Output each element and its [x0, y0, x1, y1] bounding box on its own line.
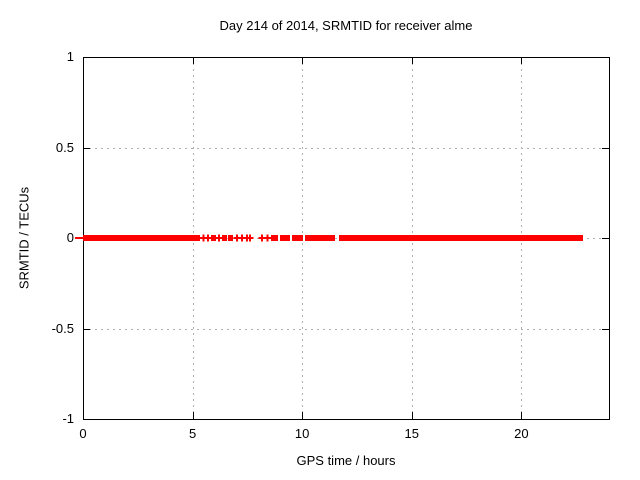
data-segment [221, 235, 227, 241]
data-segment [210, 235, 217, 241]
data-point-overflow [75, 237, 84, 239]
data-point-plus [249, 234, 252, 242]
x-tick-label: 15 [404, 426, 419, 441]
y-tick-label: -1 [62, 411, 74, 426]
data-segment [338, 235, 583, 241]
x-tick-label: 0 [79, 426, 87, 441]
chart-title: Day 214 of 2014, SRMTID for receiver alm… [219, 18, 473, 33]
data-point-plus [202, 234, 205, 242]
data-segment [228, 235, 233, 241]
y-tick-label: 0 [66, 230, 74, 245]
data-segment [292, 235, 304, 241]
data-segment [305, 235, 336, 241]
y-tick-label: -0.5 [51, 320, 74, 336]
x-axis-label: GPS time / hours [296, 453, 396, 468]
data-point-plus [241, 234, 244, 242]
y-tick-label: 0.5 [55, 139, 74, 155]
x-tick-label: 20 [514, 426, 529, 441]
data-segment [83, 235, 201, 241]
data-point-plus [207, 234, 210, 242]
data-point-plus [261, 234, 264, 242]
y-tick-label: 1 [66, 49, 74, 64]
data-point-plus [235, 234, 238, 242]
data-point-plus [266, 234, 269, 242]
x-tick-label: 10 [294, 426, 310, 441]
data-segment [280, 235, 290, 241]
data-segment [271, 235, 279, 241]
data-point-plus [217, 234, 220, 242]
x-tick-label: 5 [188, 426, 197, 441]
